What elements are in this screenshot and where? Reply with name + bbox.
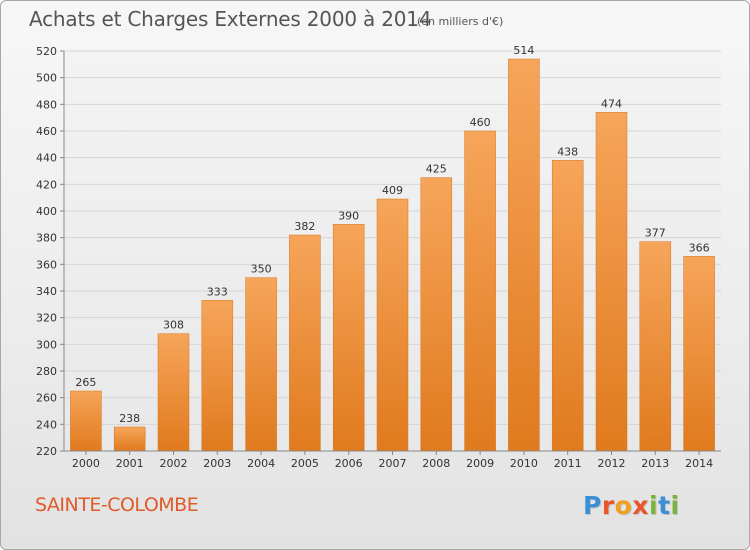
y-tick-label: 240 (36, 418, 57, 431)
y-tick-label: 380 (36, 232, 57, 245)
bar (70, 390, 102, 452)
bar-value-label: 390 (338, 209, 359, 222)
x-tick-label: 2008 (422, 457, 450, 470)
bars: 265 238 308 333 350 382 390 409 425 460 514 438 474 3… (70, 44, 715, 452)
y-tick-label: 300 (36, 338, 57, 351)
logo-letter: i (649, 491, 659, 520)
y-tick-label: 500 (36, 72, 57, 85)
logo-letter: r (601, 491, 615, 520)
x-tick-label: 2011 (554, 457, 582, 470)
bar (464, 130, 496, 452)
bar-value-label: 382 (294, 220, 315, 233)
bar (289, 234, 321, 452)
logo-letter: i (670, 491, 680, 520)
bar (376, 198, 409, 452)
x-tick-label: 2003 (203, 457, 231, 470)
y-tick-label: 360 (36, 258, 57, 271)
bar-value-label: 308 (163, 319, 184, 332)
logo-letter: P (583, 491, 602, 520)
x-tick-label: 2001 (116, 457, 144, 470)
y-tick-label: 260 (36, 392, 57, 405)
x-tick-label: 2004 (247, 457, 275, 470)
bar (201, 300, 234, 452)
y-tick-label: 520 (36, 45, 57, 58)
x-tick-label: 2014 (685, 457, 713, 470)
x-tick-label: 2002 (160, 457, 188, 470)
y-tick-label: 340 (36, 285, 57, 298)
y-tick-label: 280 (36, 365, 57, 378)
bar-value-label: 409 (382, 184, 403, 197)
bar-value-label: 438 (557, 145, 578, 158)
y-tick-label: 460 (36, 125, 57, 138)
bar-value-label: 460 (470, 116, 491, 129)
y-tick-label: 420 (36, 178, 57, 191)
y-tick-label: 320 (36, 312, 57, 325)
bar-value-label: 377 (645, 227, 666, 240)
logo-letter: t (658, 491, 671, 520)
y-tick-label: 400 (36, 205, 57, 218)
bar (595, 112, 628, 452)
bar (332, 224, 365, 452)
bar (639, 241, 672, 452)
bar (551, 160, 584, 452)
bar (420, 177, 453, 452)
commune-name: SAINTE-COLOMBE (35, 494, 199, 516)
bar (508, 58, 540, 452)
chart-subtitle: (en milliers d'€) (417, 15, 504, 28)
y-axis-ticks: 220 240 260 280 300 320 340 360 380 400 420 440 460 4… (36, 45, 64, 458)
x-tick-label: 2006 (335, 457, 363, 470)
bar-value-label: 474 (601, 97, 622, 110)
bar-value-label: 350 (251, 263, 272, 276)
x-tick-label: 2012 (598, 457, 626, 470)
x-tick-label: 2000 (72, 457, 100, 470)
x-tick-label: 2010 (510, 457, 538, 470)
bar (245, 277, 277, 452)
bar (157, 333, 190, 452)
bar-value-label: 238 (119, 412, 140, 425)
bar-value-label: 333 (207, 285, 228, 298)
bar-value-label: 514 (513, 44, 534, 57)
logo-letter: o (614, 491, 633, 520)
bar-value-label: 265 (75, 376, 96, 389)
axes (63, 51, 721, 452)
x-tick-label: 2005 (291, 457, 319, 470)
bar (683, 256, 715, 452)
chart-title: Achats et Charges Externes 2000 à 2014 (29, 7, 432, 31)
bar-value-label: 425 (426, 163, 447, 176)
x-tick-label: 2013 (641, 457, 669, 470)
bar-value-label: 366 (689, 241, 710, 254)
bar (113, 426, 146, 452)
proxiti-logo: Proxiti (583, 491, 680, 520)
y-tick-label: 480 (36, 98, 57, 111)
logo-letter: x (632, 491, 649, 520)
y-tick-label: 440 (36, 152, 57, 165)
x-tick-label: 2009 (466, 457, 494, 470)
y-tick-label: 220 (36, 445, 57, 458)
x-axis-ticks: 2000 2001 2002 2003 2004 2005 2006 2007 2008 2009… (72, 451, 713, 470)
x-tick-label: 2007 (379, 457, 407, 470)
